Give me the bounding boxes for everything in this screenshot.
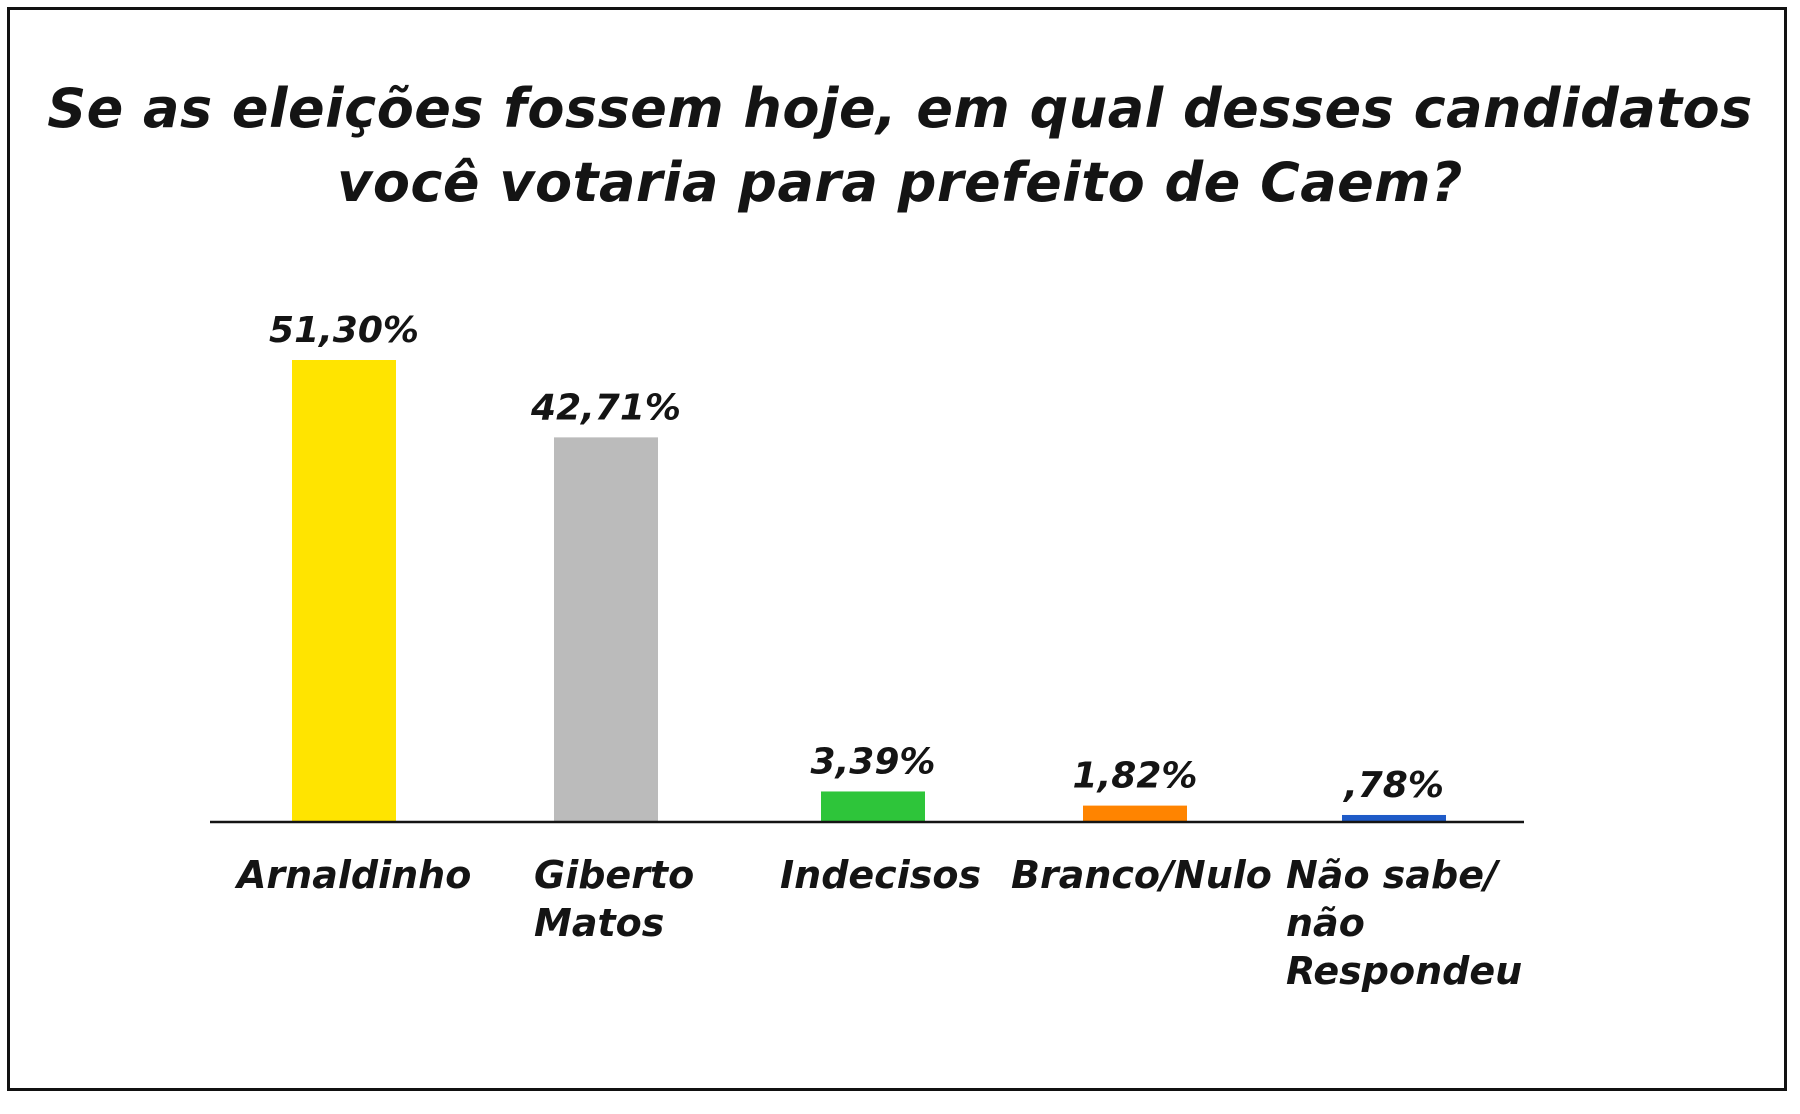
bar-3: [1083, 805, 1187, 822]
data-label-3: 1,82%: [1073, 756, 1198, 797]
category-label-0: Arnaldinho: [237, 851, 471, 899]
category-label-2: Indecisos: [780, 851, 981, 899]
category-label-4: Não sabe/não Respondeu: [1286, 851, 1522, 995]
data-label-0: 51,30%: [269, 310, 419, 351]
category-label-4-line-1: não: [1286, 901, 1365, 945]
category-label-1: Giberto Matos: [534, 851, 694, 947]
category-label-0-line-0: Arnaldinho: [237, 853, 472, 897]
data-label-4: ,78%: [1342, 765, 1444, 806]
bar-1: [554, 437, 658, 822]
chart-title-line-2: você votaria para prefeito de Caem?: [337, 151, 1463, 214]
category-label-1-line-1: Matos: [534, 901, 665, 945]
chart-title: Se as eleições fossem hoje, em qual dess…: [0, 72, 1800, 220]
bar-4: [1342, 814, 1446, 822]
category-label-4-line-2: Respondeu: [1286, 949, 1523, 993]
data-label-2: 3,39%: [811, 741, 936, 782]
category-label-3: Branco/Nulo: [1011, 851, 1272, 899]
category-label-1-line-0: Giberto: [534, 853, 695, 897]
bar-2: [821, 791, 925, 822]
category-label-3-line-0: Branco/Nulo: [1011, 853, 1272, 897]
chart-title-line-1: Se as eleições fossem hoje, em qual dess…: [47, 77, 1753, 140]
data-label-1: 42,71%: [530, 387, 681, 428]
category-label-2-line-0: Indecisos: [780, 853, 982, 897]
category-label-4-line-0: Não sabe/: [1286, 853, 1498, 897]
bar-0: [292, 360, 396, 822]
